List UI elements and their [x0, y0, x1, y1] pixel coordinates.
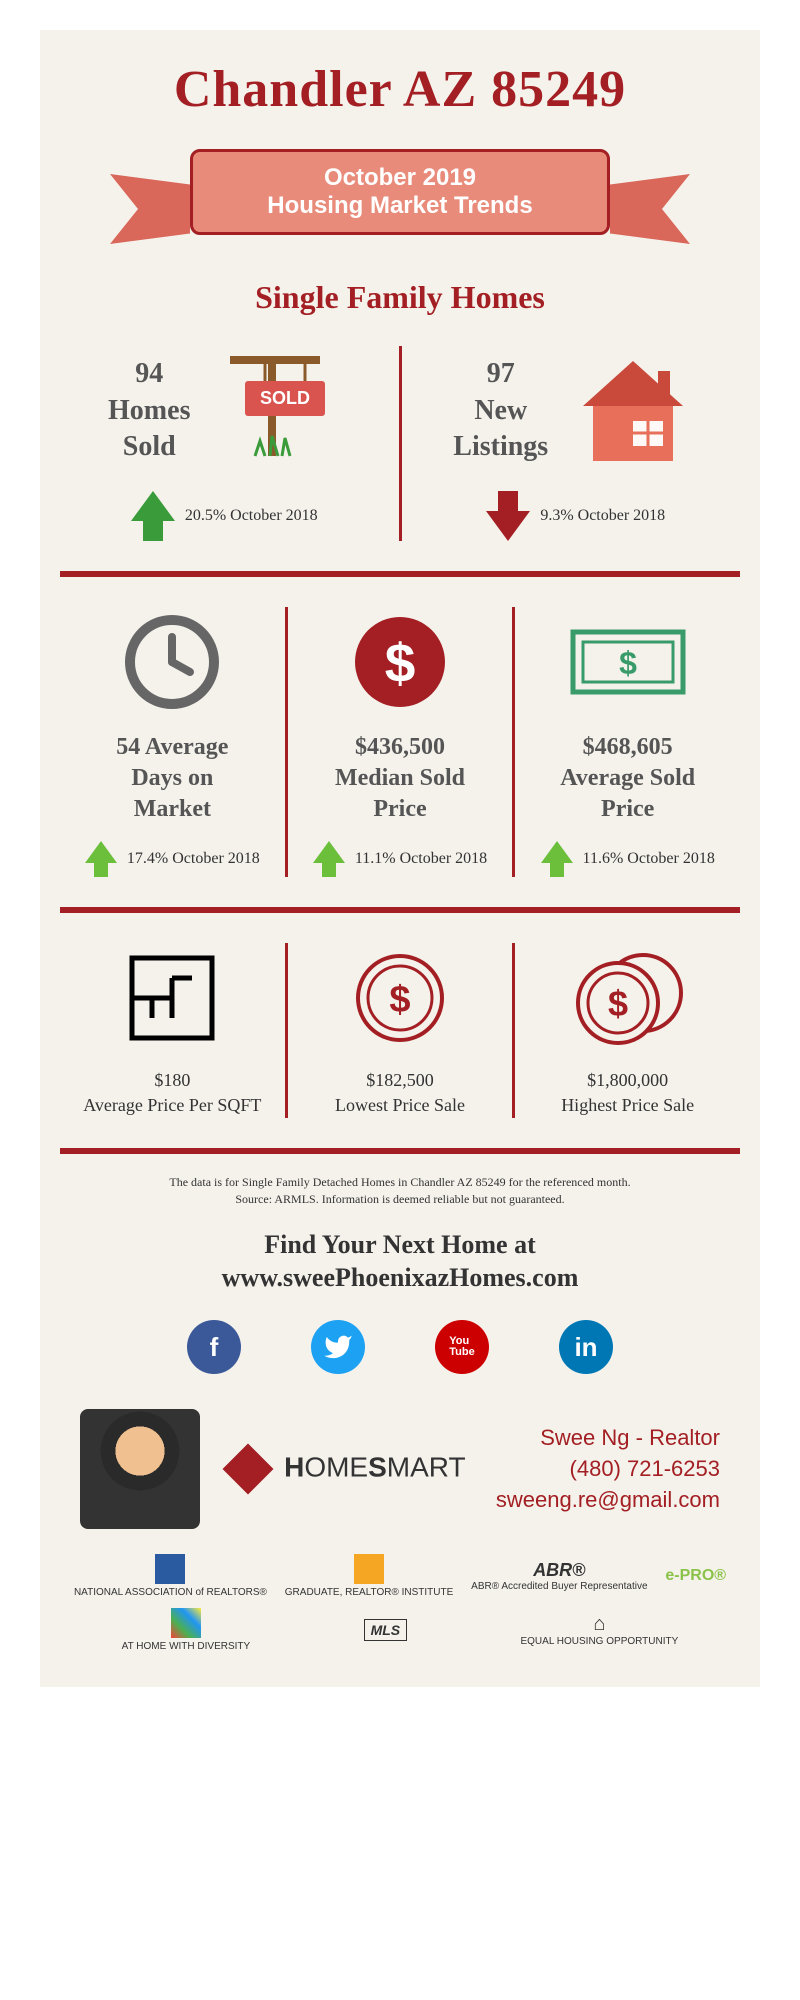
footer-note: The data is for Single Family Detached H…	[100, 1174, 700, 1208]
clock-icon	[80, 607, 265, 717]
horizontal-divider	[60, 571, 740, 577]
social-icons-row: f YouTube in	[60, 1320, 740, 1374]
average-change: 11.6% October 2018	[583, 850, 715, 868]
coin-single-icon: $	[308, 943, 493, 1053]
ribbon-center: October 2019 Housing Market Trends	[190, 149, 610, 235]
svg-text:$: $	[608, 983, 628, 1024]
vertical-divider	[285, 943, 288, 1118]
homes-sold-text: 94 Homes Sold	[108, 356, 190, 465]
days-on-market-text: 54 Average Days on Market	[80, 732, 265, 826]
ribbon-tail-left	[110, 174, 190, 244]
linkedin-icon[interactable]: in	[559, 1320, 613, 1374]
twitter-icon[interactable]	[311, 1320, 365, 1374]
svg-text:$: $	[619, 645, 637, 681]
stat-homes-sold: 94 Homes Sold SOLD	[60, 346, 389, 541]
realtor-name: Swee Ng - Realtor	[496, 1423, 720, 1454]
median-price-text: $436,500 Median Sold Price	[308, 732, 493, 826]
stat-new-listings: 97 New Listings 9.3% O	[412, 346, 741, 541]
subtitle: Single Family Homes	[60, 279, 740, 316]
average-price-text: $468,605 Average Sold Price	[535, 732, 720, 826]
highest-price-text: $1,800,000 Highest Price Sale	[535, 1068, 720, 1118]
homes-sold-change: 20.5% October 2018	[185, 507, 318, 525]
up-arrow-icon	[131, 491, 175, 521]
vertical-divider	[512, 607, 515, 877]
svg-text:SOLD: SOLD	[260, 388, 310, 408]
coin-double-icon: $	[535, 943, 720, 1053]
cert-mls: MLS	[364, 1622, 408, 1638]
stat-median-price: $ $436,500 Median Sold Price 11.1% Octob…	[298, 607, 503, 877]
lowest-price-text: $182,500 Lowest Price Sale	[308, 1068, 493, 1118]
vertical-divider	[399, 346, 402, 541]
ribbon-line2: Housing Market Trends	[213, 192, 587, 220]
sold-sign-icon: SOLD	[210, 346, 340, 476]
cert-nar: NATIONAL ASSOCIATION of REALTORS®	[74, 1554, 267, 1598]
cert-abr: ABR®ABR® Accredited Buyer Representative	[471, 1560, 647, 1592]
realtor-avatar	[80, 1409, 200, 1529]
realtor-phone: (480) 721-6253	[496, 1454, 720, 1485]
cert-equal-housing: ⌂EQUAL HOUSING OPPORTUNITY	[520, 1613, 678, 1647]
floorplan-icon	[80, 943, 265, 1053]
stat-highest-price: $ $1,800,000 Highest Price Sale	[525, 943, 730, 1118]
horizontal-divider	[60, 907, 740, 913]
cert-gri: GRADUATE, REALTOR® INSTITUTE	[285, 1554, 454, 1598]
horizontal-divider	[60, 1148, 740, 1154]
stats-row-2: 54 Average Days on Market 17.4% October …	[60, 607, 740, 877]
up-arrow-icon	[313, 841, 345, 863]
certifications-row: NATIONAL ASSOCIATION of REALTORS® GRADUA…	[60, 1539, 740, 1667]
up-arrow-icon	[541, 841, 573, 863]
stat-average-price: $ $468,605 Average Sold Price 11.6% Octo…	[525, 607, 730, 877]
ribbon-tail-right	[610, 174, 690, 244]
dollar-circle-icon: $	[308, 607, 493, 717]
price-sqft-text: $180 Average Price Per SQFT	[80, 1068, 265, 1118]
dollar-bill-icon: $	[535, 607, 720, 717]
ribbon-banner: October 2019 Housing Market Trends	[140, 139, 660, 259]
days-change: 17.4% October 2018	[127, 850, 260, 868]
stat-days-on-market: 54 Average Days on Market 17.4% October …	[70, 607, 275, 877]
median-change: 11.1% October 2018	[355, 850, 487, 868]
contact-info: Swee Ng - Realtor (480) 721-6253 sweeng.…	[496, 1423, 720, 1515]
down-arrow-icon	[486, 511, 530, 541]
stats-row-1: 94 Homes Sold SOLD	[60, 346, 740, 541]
cert-diversity: AT HOME WITH DIVERSITY	[122, 1608, 251, 1652]
facebook-icon[interactable]: f	[187, 1320, 241, 1374]
brand-diamond-icon	[223, 1444, 274, 1495]
house-icon	[568, 346, 698, 476]
vertical-divider	[285, 607, 288, 877]
cta-text: Find Your Next Home at www.sweePhoenixaz…	[60, 1228, 740, 1296]
vertical-divider	[512, 943, 515, 1118]
main-title: Chandler AZ 85249	[60, 60, 740, 119]
up-arrow-icon	[85, 841, 117, 863]
new-listings-change: 9.3% October 2018	[540, 507, 665, 525]
new-listings-text: 97 New Listings	[453, 356, 548, 465]
stats-row-3: $180 Average Price Per SQFT $ $182,500 L…	[60, 943, 740, 1118]
realtor-email: sweeng.re@gmail.com	[496, 1485, 720, 1516]
youtube-icon[interactable]: YouTube	[435, 1320, 489, 1374]
infographic-container: Chandler AZ 85249 October 2019 Housing M…	[40, 30, 760, 1687]
brand-logo: HOMESMART	[230, 1451, 465, 1487]
svg-text:$: $	[389, 979, 410, 1021]
stat-price-per-sqft: $180 Average Price Per SQFT	[70, 943, 275, 1118]
stat-lowest-price: $ $182,500 Lowest Price Sale	[298, 943, 503, 1118]
ribbon-line1: October 2019	[213, 164, 587, 192]
svg-text:$: $	[385, 632, 416, 694]
cert-epro: e-PRO®	[665, 1567, 726, 1585]
contact-row: HOMESMART Swee Ng - Realtor (480) 721-62…	[60, 1399, 740, 1539]
